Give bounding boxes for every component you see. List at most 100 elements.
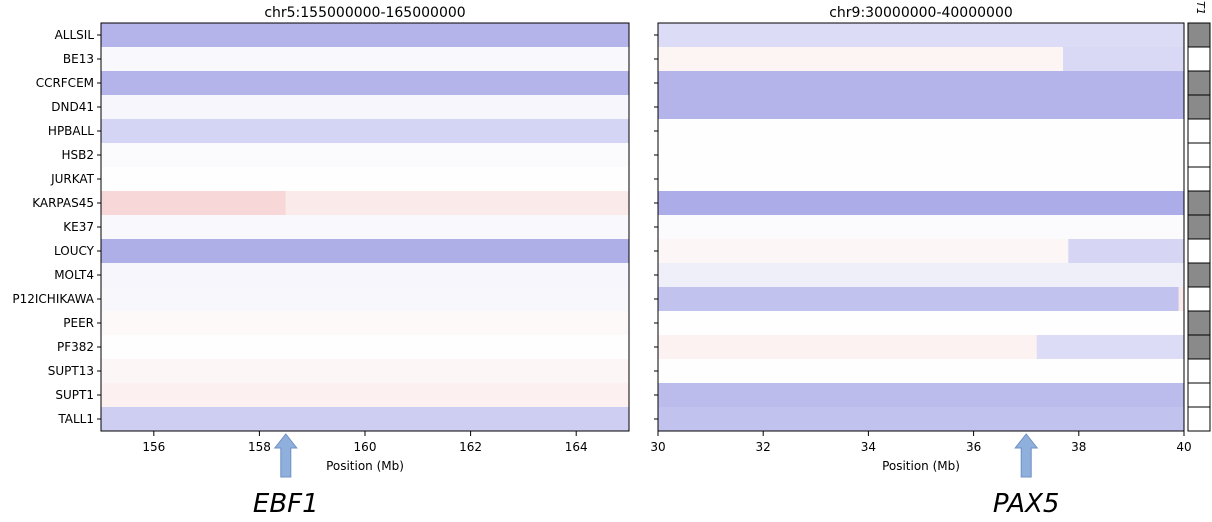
heatmap-panel-chr9: chr9:30000000-40000000 30 32 34 36 38 40 Posi… [650,5,1191,519]
heatmap-cell [285,191,629,216]
panel-title: chr9:30000000-40000000 [829,5,1013,21]
x-axis-label: Position (Mb) [326,459,404,473]
heatmap-cell [101,119,629,144]
heatmap-cell [101,359,629,384]
x-tick-label: 36 [966,440,981,454]
row-label: KARPAS45 [32,196,94,210]
heatmap-cell [658,407,1184,432]
heatmap-cell [101,23,629,48]
heatmap-rows-chr9 [658,23,1184,432]
status-cell [1187,70,1211,96]
heatmap-cell [658,383,1184,408]
heatmap-cell [658,215,1184,240]
arrow-icon [273,433,298,478]
status-cell [1187,214,1211,240]
heatmap-cell [658,335,1037,360]
x-tick-label: 162 [459,440,482,454]
heatmap-cell [1068,239,1184,264]
row-label: SUPT13 [48,364,94,378]
heatmap-cell [658,263,1184,288]
row-label: DND41 [51,100,94,114]
status-cell [1187,262,1211,288]
row-label: HSB2 [61,148,94,162]
row-label: SUPT1 [55,388,94,402]
heatmap-cell [658,311,1184,336]
heatmap-cell [1178,287,1184,312]
heatmap-cell [658,191,1184,216]
arrow-shape [273,433,298,478]
gene-label-ebf1: EBF1 [253,489,319,519]
x-tick-label: 34 [861,440,876,454]
row-label: ALLSIL [55,28,95,42]
heatmap-cell [658,167,1184,192]
heatmap-cell [658,239,1069,264]
x-axis-label: Position (Mb) [882,459,960,473]
arrow-shape [1014,433,1039,478]
heatmap-cell [101,263,629,288]
heatmap-rows-chr5 [101,23,629,432]
heatmap-cell [658,71,1184,96]
status-cell [1187,382,1211,408]
heatmap-cell [1063,47,1184,72]
heatmap-cell [101,335,629,360]
x-tick-label: 160 [354,440,377,454]
status-column [1187,22,1211,432]
heatmap-cell [101,239,629,264]
status-cell [1187,358,1211,384]
heatmap-cell [658,143,1184,168]
heatmap-cell [658,23,1184,48]
heatmap-cell [658,287,1179,312]
row-ticks-chr9 [654,34,658,420]
status-cell [1187,166,1211,192]
row-label: CCRFCEM [36,76,94,90]
heatmap-cell [658,359,1184,384]
status-cell [1187,118,1211,144]
row-label: BE13 [63,52,94,66]
x-ticks-chr9: 30 32 34 36 38 40 [650,431,1192,454]
heatmap-cell [101,71,629,96]
status-cell [1187,142,1211,168]
heatmap-cell [101,407,629,432]
heatmap-cell [101,143,629,168]
heatmap-cell [101,47,629,72]
heatmap-cell [1036,335,1184,360]
heatmap-panel-chr5: chr5:155000000-165000000 ALLSIL BE13 CCRFC… [12,5,630,519]
heatmap-cell [101,215,629,240]
status-cell [1187,238,1211,264]
x-tick-label: 30 [650,440,665,454]
row-label: PEER [63,316,94,330]
heatmap-cell [101,383,629,408]
row-labels: ALLSIL BE13 CCRFCEM DND41 HPBALL HSB2 JURKAT KA… [12,28,101,426]
x-tick-label: 164 [565,440,588,454]
status-cell [1187,46,1211,72]
status-cell [1187,334,1211,360]
row-label: KE37 [63,220,94,234]
heatmap-cell [101,167,629,192]
status-column-label: T1 [1194,1,1207,15]
status-cell [1187,94,1211,120]
status-cell [1187,310,1211,336]
panel-title: chr5:155000000-165000000 [264,5,465,21]
row-label: PF382 [57,340,94,354]
status-cell [1187,190,1211,216]
status-cell [1187,406,1211,432]
heatmap-cell [658,119,1184,144]
row-label: LOUCY [54,244,95,258]
x-tick-label: 40 [1176,440,1191,454]
heatmap-cell [101,95,629,120]
row-label: HPBALL [48,124,94,138]
x-tick-label: 156 [142,440,165,454]
x-ticks-chr5: 156 158 160 162 164 [142,431,588,454]
x-tick-label: 32 [756,440,771,454]
status-cell [1187,286,1211,312]
heatmap-cell [101,311,629,336]
heatmap-cell [658,95,1184,120]
row-label: TALL1 [57,412,94,426]
arrow-icon [1014,433,1039,478]
x-tick-label: 38 [1071,440,1086,454]
row-label: MOLT4 [54,268,94,282]
heatmap-cell [658,47,1064,72]
heatmap-cell [101,287,629,312]
row-label: JURKAT [50,172,95,186]
